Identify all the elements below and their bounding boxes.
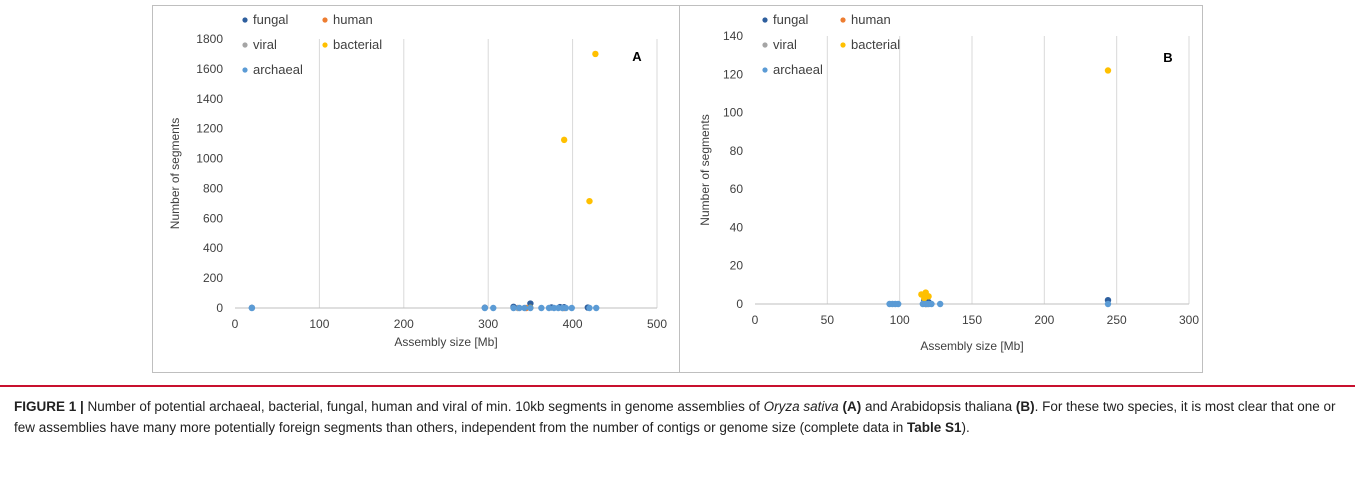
legend-marker xyxy=(322,17,328,23)
archaeal-data-point xyxy=(490,304,497,312)
archaeal-data-point xyxy=(510,304,517,312)
y-tick-label: 100 xyxy=(723,106,743,120)
y-tick-label: 0 xyxy=(216,301,223,315)
y-tick-label: 80 xyxy=(730,144,744,158)
caption-ref-a: (A) xyxy=(842,399,862,414)
y-tick-label: 800 xyxy=(203,181,223,195)
y-tick-label: 60 xyxy=(730,182,744,196)
caption-text-3: . For these two species, it is most clea… xyxy=(14,399,1336,435)
archaeal-data-point xyxy=(586,304,593,312)
legend-label: human xyxy=(333,12,373,27)
x-tick-label: 0 xyxy=(232,317,239,331)
legend-label: viral xyxy=(253,37,277,52)
panel-letter: A xyxy=(632,49,642,64)
y-tick-label: 0 xyxy=(736,297,743,311)
caption-text-1: Number of potential archaeal, bacterial,… xyxy=(83,399,764,414)
y-tick-label: 1400 xyxy=(196,92,223,106)
legend-marker xyxy=(242,67,248,73)
x-tick-label: 300 xyxy=(1179,313,1199,327)
legend-marker xyxy=(762,67,768,73)
x-axis-label: Assembly size [Mb] xyxy=(920,339,1023,353)
archaeal-data-point xyxy=(481,304,489,312)
x-axis-label: Assembly size [Mb] xyxy=(394,335,497,349)
x-tick-label: 250 xyxy=(1107,313,1127,327)
legend-marker xyxy=(322,42,328,48)
caption-text-2: and Arabidopsis thaliana xyxy=(861,399,1016,414)
x-tick-label: 200 xyxy=(394,317,414,331)
bacterial-data-point xyxy=(921,295,928,302)
legend-label: archaeal xyxy=(253,62,303,77)
caption-ref-b: (B) xyxy=(1015,399,1035,414)
archaeal-data-point xyxy=(593,304,600,312)
archaeal-data-point xyxy=(928,300,935,308)
x-tick-label: 100 xyxy=(890,313,910,327)
panel-divider xyxy=(679,5,680,373)
panel-letter: B xyxy=(1163,50,1172,65)
archaeal-data-point xyxy=(545,304,553,312)
y-axis-label: Number of segments xyxy=(698,114,712,225)
x-tick-label: 500 xyxy=(647,317,667,331)
archaeal-data-point xyxy=(516,304,523,312)
x-tick-label: 50 xyxy=(821,313,835,327)
y-axis-label: Number of segments xyxy=(168,118,182,229)
archaeal-data-point xyxy=(562,304,570,312)
archaeal-data-point xyxy=(895,300,902,308)
y-tick-label: 600 xyxy=(203,211,223,225)
caption-text-4: ). xyxy=(961,420,970,435)
legend-label: bacterial xyxy=(333,37,382,52)
legend-marker xyxy=(840,42,846,48)
archaeal-data-point xyxy=(538,304,545,312)
y-tick-label: 1000 xyxy=(196,152,223,166)
legend-label: fungal xyxy=(253,12,289,27)
legend-marker xyxy=(242,42,248,48)
caption-rule xyxy=(0,385,1355,387)
x-tick-label: 400 xyxy=(563,317,583,331)
bacterial-data-point xyxy=(586,197,593,205)
x-tick-label: 100 xyxy=(309,317,329,331)
y-tick-label: 20 xyxy=(730,259,744,273)
legend-label: archaeal xyxy=(773,62,823,77)
legend-marker xyxy=(762,42,768,48)
caption-species: Oryza sativa xyxy=(763,399,839,414)
bacterial-data-point xyxy=(1104,67,1112,74)
y-tick-label: 120 xyxy=(723,67,743,81)
legend-label: bacterial xyxy=(851,37,900,52)
legend-marker xyxy=(242,17,248,23)
archaeal-data-point xyxy=(1104,300,1112,308)
y-tick-label: 400 xyxy=(203,241,223,255)
y-tick-label: 40 xyxy=(730,220,744,234)
y-tick-label: 200 xyxy=(203,271,223,285)
x-tick-label: 150 xyxy=(962,313,982,327)
x-tick-label: 200 xyxy=(1034,313,1054,327)
figure-frame xyxy=(152,5,1203,373)
x-tick-label: 300 xyxy=(478,317,498,331)
chart-panel-a: 0 100 200 300 400 500 0 200 400 600 800 1000 1200 140… xyxy=(168,12,667,349)
archaeal-data-point xyxy=(248,304,256,312)
archaeal-data-point xyxy=(521,304,528,312)
y-tick-label: 1600 xyxy=(196,62,223,76)
legend-marker xyxy=(840,17,846,23)
y-tick-label: 1200 xyxy=(196,122,223,136)
archaeal-data-point xyxy=(527,304,534,312)
legend-label: fungal xyxy=(773,12,809,27)
legend-label: viral xyxy=(773,37,797,52)
bacterial-data-point xyxy=(560,136,568,144)
archaeal-data-point xyxy=(936,300,944,308)
y-tick-label: 1800 xyxy=(196,32,223,46)
chart-panel-b: 0 50 100 150 200 250 300 0 20 40 60 80 100 120 140 Asse… xyxy=(698,12,1199,353)
legend-label: human xyxy=(851,12,891,27)
figure-caption: FIGURE 1 | Number of potential archaeal,… xyxy=(14,396,1344,438)
archaeal-data-point xyxy=(568,304,575,312)
x-tick-label: 0 xyxy=(752,313,759,327)
y-tick-label: 140 xyxy=(723,29,743,43)
bacterial-data-point xyxy=(592,50,599,58)
legend-marker xyxy=(762,17,768,23)
caption-label: FIGURE 1 | xyxy=(14,399,84,414)
caption-table-ref: Table S1 xyxy=(906,420,962,435)
